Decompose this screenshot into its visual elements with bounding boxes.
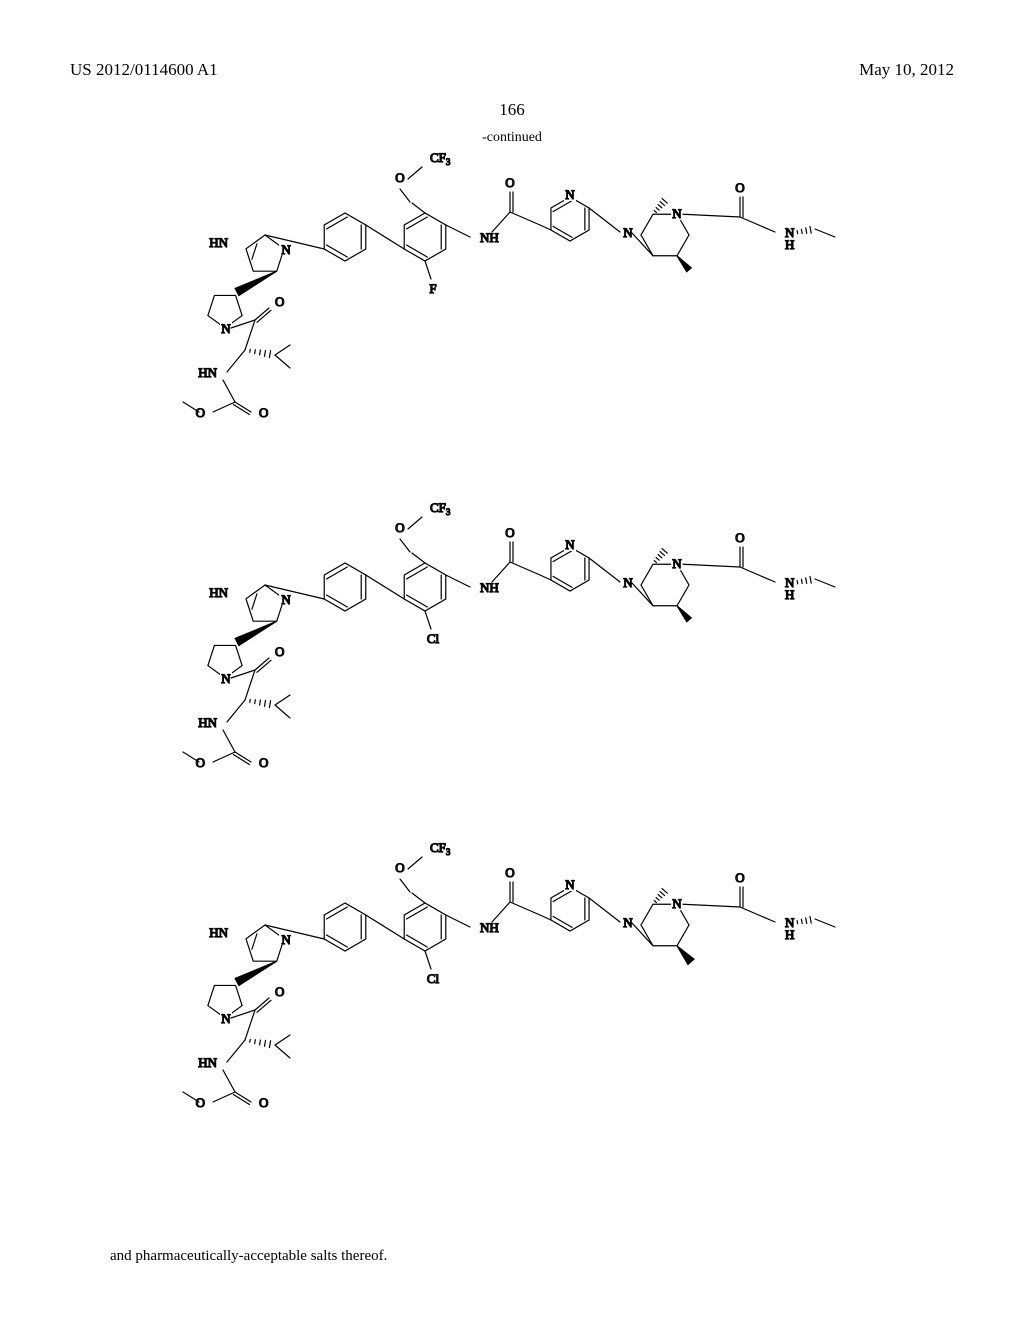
svg-text:CF3: CF3 bbox=[430, 502, 451, 517]
svg-text:O: O bbox=[395, 170, 404, 185]
svg-text:O: O bbox=[395, 860, 404, 875]
svg-text:N: N bbox=[672, 206, 682, 221]
svg-text:O: O bbox=[505, 175, 514, 190]
svg-text:H: H bbox=[785, 237, 794, 252]
svg-text:O: O bbox=[735, 870, 744, 885]
svg-text:N: N bbox=[565, 537, 575, 552]
svg-text:NH: NH bbox=[480, 920, 499, 935]
publication-number: US 2012/0114600 A1 bbox=[70, 60, 218, 80]
svg-text:CF3: CF3 bbox=[430, 152, 451, 167]
svg-text:O: O bbox=[259, 1095, 268, 1110]
svg-text:CF3: CF3 bbox=[430, 842, 451, 857]
svg-text:O: O bbox=[196, 755, 205, 770]
svg-text:O: O bbox=[259, 405, 268, 420]
svg-text:HN: HN bbox=[209, 585, 228, 600]
svg-text:N: N bbox=[221, 321, 231, 336]
continued-label: -continued bbox=[70, 130, 954, 146]
svg-text:N: N bbox=[221, 671, 231, 686]
structures-area: CF3ONHFONNNONHHNNNOHNOO CF3ONHClONNNONHH… bbox=[70, 152, 954, 1162]
publication-date: May 10, 2012 bbox=[859, 60, 954, 80]
svg-text:H: H bbox=[785, 927, 794, 942]
svg-text:N: N bbox=[565, 877, 575, 892]
svg-text:Cl: Cl bbox=[427, 631, 440, 646]
svg-text:HN: HN bbox=[209, 235, 228, 250]
svg-text:O: O bbox=[196, 1095, 205, 1110]
svg-text:N: N bbox=[281, 242, 291, 257]
page-number: 166 bbox=[70, 100, 954, 120]
svg-text:N: N bbox=[281, 932, 291, 947]
svg-text:HN: HN bbox=[198, 715, 217, 730]
svg-text:O: O bbox=[275, 644, 284, 659]
chemical-structure: CF3ONHClONNNONHHNNNOHNOO bbox=[100, 842, 920, 1162]
svg-text:O: O bbox=[505, 865, 514, 880]
svg-text:NH: NH bbox=[480, 230, 499, 245]
svg-text:O: O bbox=[735, 180, 744, 195]
footer-text: and pharmaceutically-acceptable salts th… bbox=[110, 1248, 387, 1265]
svg-text:HN: HN bbox=[198, 365, 217, 380]
svg-text:N: N bbox=[672, 556, 682, 571]
svg-text:F: F bbox=[429, 281, 436, 296]
svg-text:O: O bbox=[275, 984, 284, 999]
svg-text:N: N bbox=[281, 592, 291, 607]
svg-text:N: N bbox=[672, 896, 682, 911]
chemical-structure: CF3ONHFONNNONHHNNNOHNOO bbox=[100, 152, 920, 482]
svg-text:N: N bbox=[221, 1011, 231, 1026]
svg-text:O: O bbox=[395, 520, 404, 535]
chemical-structure: CF3ONHClONNNONHHNNNOHNOO bbox=[100, 502, 920, 822]
svg-text:O: O bbox=[259, 755, 268, 770]
svg-text:O: O bbox=[505, 525, 514, 540]
svg-text:O: O bbox=[275, 294, 284, 309]
svg-text:H: H bbox=[785, 587, 794, 602]
svg-text:N: N bbox=[565, 187, 575, 202]
svg-text:HN: HN bbox=[209, 925, 228, 940]
svg-text:NH: NH bbox=[480, 580, 499, 595]
svg-text:O: O bbox=[735, 530, 744, 545]
svg-text:O: O bbox=[196, 405, 205, 420]
svg-text:HN: HN bbox=[198, 1055, 217, 1070]
svg-text:Cl: Cl bbox=[427, 971, 440, 986]
